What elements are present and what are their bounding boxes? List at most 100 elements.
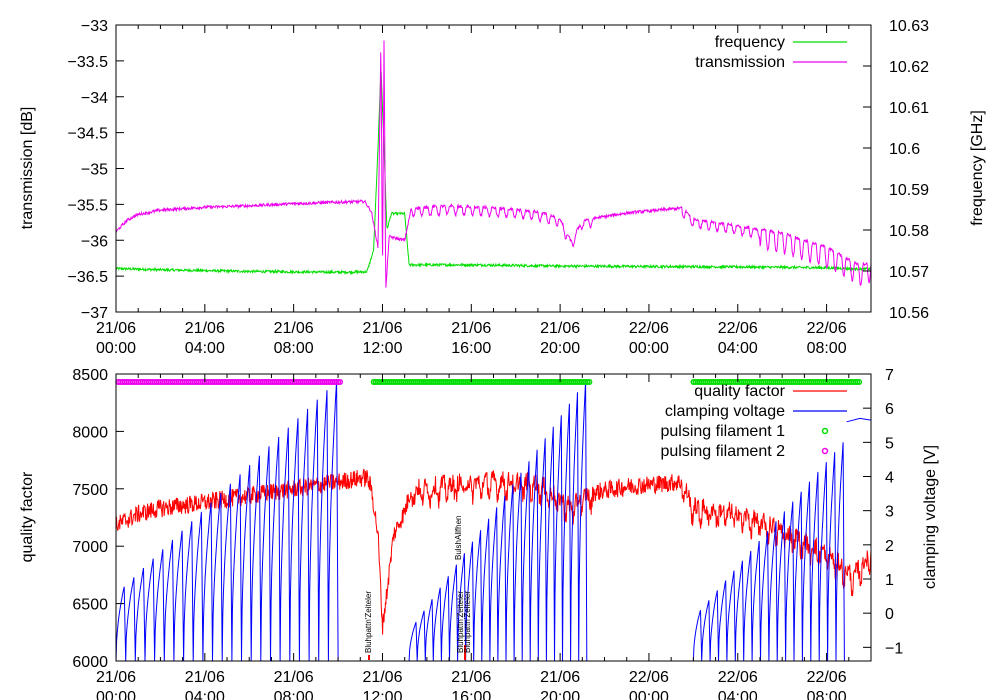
y2-tick-label: 10.57 [889,264,929,281]
x-tick-label-date: 21/06 [451,320,491,337]
y-tick-label: −33.5 [68,54,109,71]
legend-swatch [821,427,829,435]
y-tick-label: 6500 [72,597,108,614]
y-tick-label: −36 [81,233,108,250]
x-tick-label-date: 21/06 [274,669,314,686]
x-tick-label-time: 12:00 [362,689,402,700]
y2-tick-label: 5 [885,435,894,452]
legend-label: quality factor [694,383,785,400]
legend-swatch [821,447,829,455]
y-tick-label: −34.5 [68,126,109,143]
x-tick-label-time: 00:00 [96,340,136,357]
x-tick-label-time: 00:00 [629,340,669,357]
x-tick-label-date: 21/06 [540,320,580,337]
y2-tick-label: 7 [885,367,894,384]
x-tick-label-time: 04:00 [185,340,225,357]
x-tick-label-time: 08:00 [274,689,314,700]
x-tick-label-time: 16:00 [451,689,491,700]
x-tick-label-date: 22/06 [718,320,758,337]
x-tick-label-time: 12:00 [362,340,402,357]
y-tick-label: −33 [81,18,108,35]
x-tick-label-time: 04:00 [718,340,758,357]
y-tick-label: −36.5 [68,269,109,286]
legend-label: frequency [715,34,785,51]
y2-tick-label: 1 [885,572,894,589]
x-tick-label-time: 08:00 [274,340,314,357]
series-line-clamping-voltage [846,417,872,423]
marker-pulsing-filament-1 [584,379,591,385]
x-tick-label-date: 21/06 [451,669,491,686]
bottom-tick-layer: 21/06 00:00 21/06 04:00 21/06 08:00 21/06 12:00… [72,367,903,700]
y-tick-label: 7500 [72,482,108,499]
bottom-y-axis-label: quality factor [19,471,36,562]
y2-tick-label: 10.61 [889,100,929,117]
x-tick-label-time: 00:00 [629,689,669,700]
legend-label: pulsing filament 2 [660,443,785,460]
series-line-clamping-voltage [115,380,339,662]
x-tick-label-date: 22/06 [629,320,669,337]
bottom-y2-axis-label: clamping voltage [V] [922,445,939,589]
top-y-axis-label: transmission [dB] [19,107,36,230]
series-line-quality-factor [115,468,872,635]
legend-label: transmission [695,54,785,71]
y-tick-label: −35.5 [68,197,109,214]
x-tick-label-time: 04:00 [718,689,758,700]
y-tick-label: 8500 [72,367,108,384]
top-y2-axis-label: frequency [GHz] [969,110,986,226]
y-tick-label: −34 [81,90,108,107]
transmission-frequency-chart: 21/06 00:00 21/06 04:00 21/06 08:00 21/06 12:00… [19,18,986,357]
x-tick-label-date: 21/06 [96,669,136,686]
x-tick-label-time: 08:00 [807,340,847,357]
y2-tick-label: 2 [885,538,894,555]
y-tick-label: −35 [81,162,108,179]
event-marker-layer: Bluhpattn'Zeiteler Bluhpattn'Zeiteler Bl… [364,516,472,660]
x-tick-label-date: 21/06 [362,320,402,337]
series-line-transmission [116,40,872,288]
event-marker-label: Bluhpattn'Zeiteler [364,591,373,653]
y-tick-label: 8000 [72,424,108,441]
y-tick-label: −37 [81,305,108,322]
x-tick-label-time: 04:00 [185,689,225,700]
x-tick-label-date: 21/06 [362,669,402,686]
x-tick-label-time: 16:00 [451,340,491,357]
marker-pulsing-filament-1 [854,379,861,385]
y2-tick-label: 3 [885,504,894,521]
x-tick-label-date: 21/06 [274,320,314,337]
x-tick-label-time: 20:00 [540,340,580,357]
y2-tick-label: 10.6 [889,141,920,158]
x-tick-label-time: 08:00 [807,689,847,700]
x-tick-label-date: 21/06 [185,320,225,337]
y2-tick-label: −1 [885,640,903,657]
y-tick-label: 7000 [72,539,108,556]
legend-label: pulsing filament 1 [660,423,785,440]
y2-tick-label: 4 [885,470,894,487]
x-tick-label-date: 21/06 [185,669,225,686]
marker-pulsing-filament-2 [337,379,344,385]
event-marker-label: BulshAllfhen [454,516,463,560]
bottom-legend: quality factor clamping voltage pulsing fi… [660,383,847,460]
top-series-layer [115,40,872,288]
marker-pulsing-filament-1 [586,379,593,385]
quality-voltage-chart: Bluhpattn'Zeiteler Bluhpattn'Zeiteler Bl… [19,367,939,700]
y2-tick-label: 10.56 [889,305,929,322]
top-tick-layer: 21/06 00:00 21/06 04:00 21/06 08:00 21/06 12:00… [68,18,930,357]
x-tick-label-date: 21/06 [96,320,136,337]
y2-tick-label: 10.62 [889,59,929,76]
marker-pulsing-filament-2 [335,379,342,385]
y2-tick-label: 6 [885,401,894,418]
y2-tick-label: 0 [885,606,894,623]
y2-tick-label: 10.59 [889,182,929,199]
x-tick-label-date: 22/06 [629,669,669,686]
y2-tick-label: 10.58 [889,223,929,240]
y2-tick-label: 10.63 [889,18,929,35]
x-tick-label-date: 22/06 [807,320,847,337]
x-tick-label-time: 20:00 [540,689,580,700]
y-tick-label: 6000 [72,654,108,671]
series-line-clamping-voltage [692,442,845,662]
legend-label: clamping voltage [665,403,785,420]
series-line-clamping-voltage [408,380,588,662]
x-tick-label-date: 22/06 [807,669,847,686]
series-line-frequency [115,70,872,276]
x-tick-label-date: 21/06 [540,669,580,686]
